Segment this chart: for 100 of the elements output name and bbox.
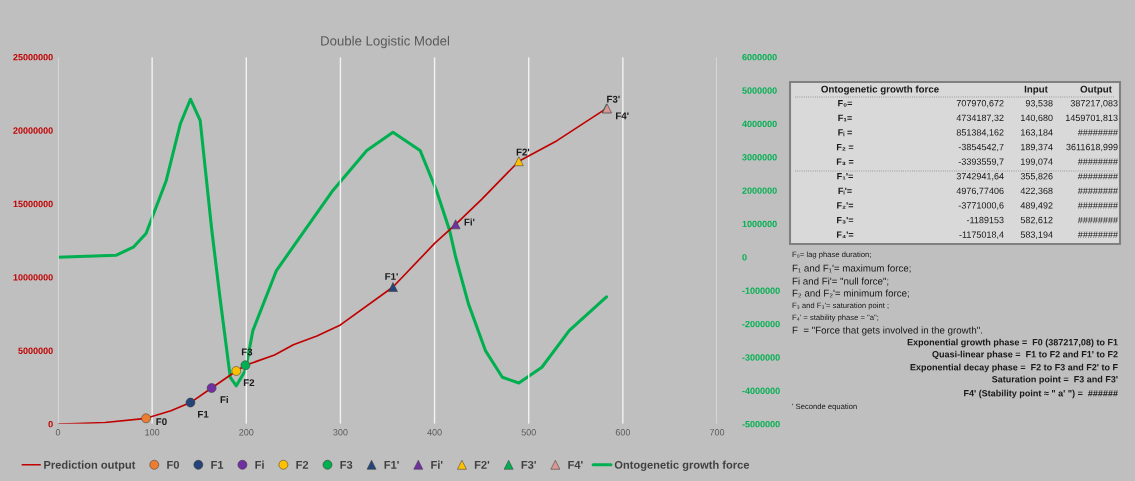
- text: 3611618,999: [1066, 143, 1118, 152]
- text: F4': [616, 112, 629, 120]
- x-tick-label: 600: [615, 429, 631, 436]
- text: F₂ =: [836, 143, 854, 151]
- legend-label: F3: [340, 460, 353, 469]
- text: 140,680: [1021, 114, 1053, 123]
- legend-label: Fi': [431, 460, 443, 469]
- text: F₀=: [838, 100, 853, 107]
- y2-tick-label: -2000000: [742, 320, 780, 328]
- text: 163,184: [1021, 129, 1053, 137]
- text: Exponential decay phase = F2 to F3 and F2' to F: [910, 363, 1118, 373]
- text: Fᵢ'=: [838, 187, 852, 195]
- y2-tick-label: -4000000: [742, 387, 780, 394]
- text: Exponential growth phase = F0 (387217,08) to F1: [907, 338, 1118, 348]
- y2-tick-label: -5000000: [742, 420, 780, 428]
- text: -3771000,6: [958, 202, 1004, 210]
- text: F0: [156, 418, 167, 426]
- text: ########: [1077, 158, 1118, 165]
- text: F4' (Stability point ≈ " a' ") = ######: [964, 389, 1118, 399]
- text: 583,194: [1020, 231, 1053, 239]
- y2-tick-label: 5000000: [742, 87, 777, 94]
- legend-label: F3': [521, 460, 536, 469]
- chart-title: Double Logistic Model: [321, 35, 450, 49]
- y-tick-label: 0: [48, 420, 53, 428]
- text: F = "Force that gets involved in the growth".: [792, 326, 983, 336]
- text: 4734187,32: [956, 114, 1004, 123]
- text: Fi: [220, 396, 228, 404]
- text: 489,492: [1020, 202, 1053, 210]
- text: Ontogenetic growth force: [821, 85, 939, 95]
- text: -3854542,7: [958, 143, 1004, 152]
- legend-label: F4': [568, 461, 583, 469]
- text: F2: [243, 379, 255, 386]
- text: Input: [1024, 85, 1048, 95]
- y-tick-label: 20000000: [13, 127, 53, 134]
- legend-label: Prediction output: [44, 460, 136, 471]
- text: F₃ =: [836, 158, 854, 166]
- text: F₁'=: [837, 173, 853, 180]
- legend-label: F0: [167, 460, 180, 469]
- text: 4976,77406: [956, 187, 1004, 196]
- text: ########: [1077, 216, 1118, 224]
- text: F₁ and F₁'= maximum force;: [792, 264, 911, 273]
- text: 707970,672: [956, 100, 1004, 108]
- x-tick-label: 200: [239, 429, 254, 436]
- text: 582,612: [1020, 216, 1053, 225]
- text: -1175018,4: [959, 231, 1004, 239]
- y2-tick-label: 2000000: [742, 187, 777, 194]
- text: 1459701,813: [1065, 114, 1118, 123]
- legend-label: F1: [211, 461, 224, 469]
- text: 387217,083: [1070, 100, 1118, 108]
- y-tick-label: 15000000: [13, 200, 53, 208]
- text: Saturation point = F3 and F3': [991, 375, 1118, 385]
- y-tick-label: 25000000: [13, 53, 53, 61]
- y2-tick-label: -1000000: [742, 287, 780, 294]
- text: -3393559,7: [958, 158, 1004, 166]
- legend-label: Ontogenetic growth force: [614, 460, 750, 471]
- y2-tick-label: 0: [742, 254, 747, 261]
- text: 422,368: [1020, 187, 1053, 196]
- text: Quasi-linear phase = F1 to F2 and F1' to F2: [932, 350, 1118, 360]
- text: F₁=: [838, 114, 852, 122]
- text: Output: [1080, 85, 1112, 95]
- text: Fᵢ =: [838, 129, 852, 137]
- text: ########: [1077, 231, 1118, 238]
- text: F1': [385, 273, 398, 280]
- text: ########: [1077, 202, 1118, 209]
- text: -1189153: [966, 216, 1004, 224]
- text: F₂'=: [837, 202, 854, 209]
- text: F₄'=: [836, 231, 854, 239]
- text: 355,826: [1020, 173, 1053, 181]
- x-tick-label: 500: [521, 429, 536, 436]
- text: F2': [516, 148, 530, 156]
- legend-label: F1': [384, 461, 399, 469]
- y-tick-label: 10000000: [13, 274, 53, 281]
- legend-label: F2: [296, 460, 309, 469]
- text: F1: [198, 410, 209, 418]
- y2-tick-label: -3000000: [742, 354, 780, 361]
- text: F3': [607, 95, 620, 103]
- text: Fi and Fi'= "null force";: [792, 277, 889, 286]
- text: 199,074: [1021, 158, 1053, 166]
- text: ########: [1077, 129, 1118, 136]
- text: 189,374: [1021, 143, 1053, 152]
- text: ########: [1077, 187, 1118, 194]
- y2-tick-label: 3000000: [742, 154, 777, 161]
- legend-label: Fi: [255, 460, 264, 469]
- x-tick-label: 100: [145, 429, 160, 436]
- text: F₃'=: [837, 216, 854, 224]
- text: Fi': [464, 218, 475, 226]
- text: 851384,162: [956, 129, 1004, 137]
- y2-tick-label: 4000000: [742, 120, 777, 128]
- x-tick-label: 700: [709, 429, 725, 436]
- y2-tick-label: 1000000: [742, 220, 777, 228]
- text: F₂ and F₂'= minimum force;: [792, 289, 909, 298]
- text: 93,538: [1025, 100, 1053, 108]
- y2-tick-label: 6000000: [742, 53, 777, 61]
- x-tick-label: 400: [427, 429, 442, 436]
- y-tick-label: 5000000: [18, 347, 53, 354]
- x-tick-label: 0: [55, 429, 61, 436]
- x-tick-label: 300: [333, 429, 348, 436]
- legend-label: F2': [474, 460, 490, 469]
- text: ########: [1077, 173, 1118, 180]
- text: 3742941,64: [956, 173, 1004, 181]
